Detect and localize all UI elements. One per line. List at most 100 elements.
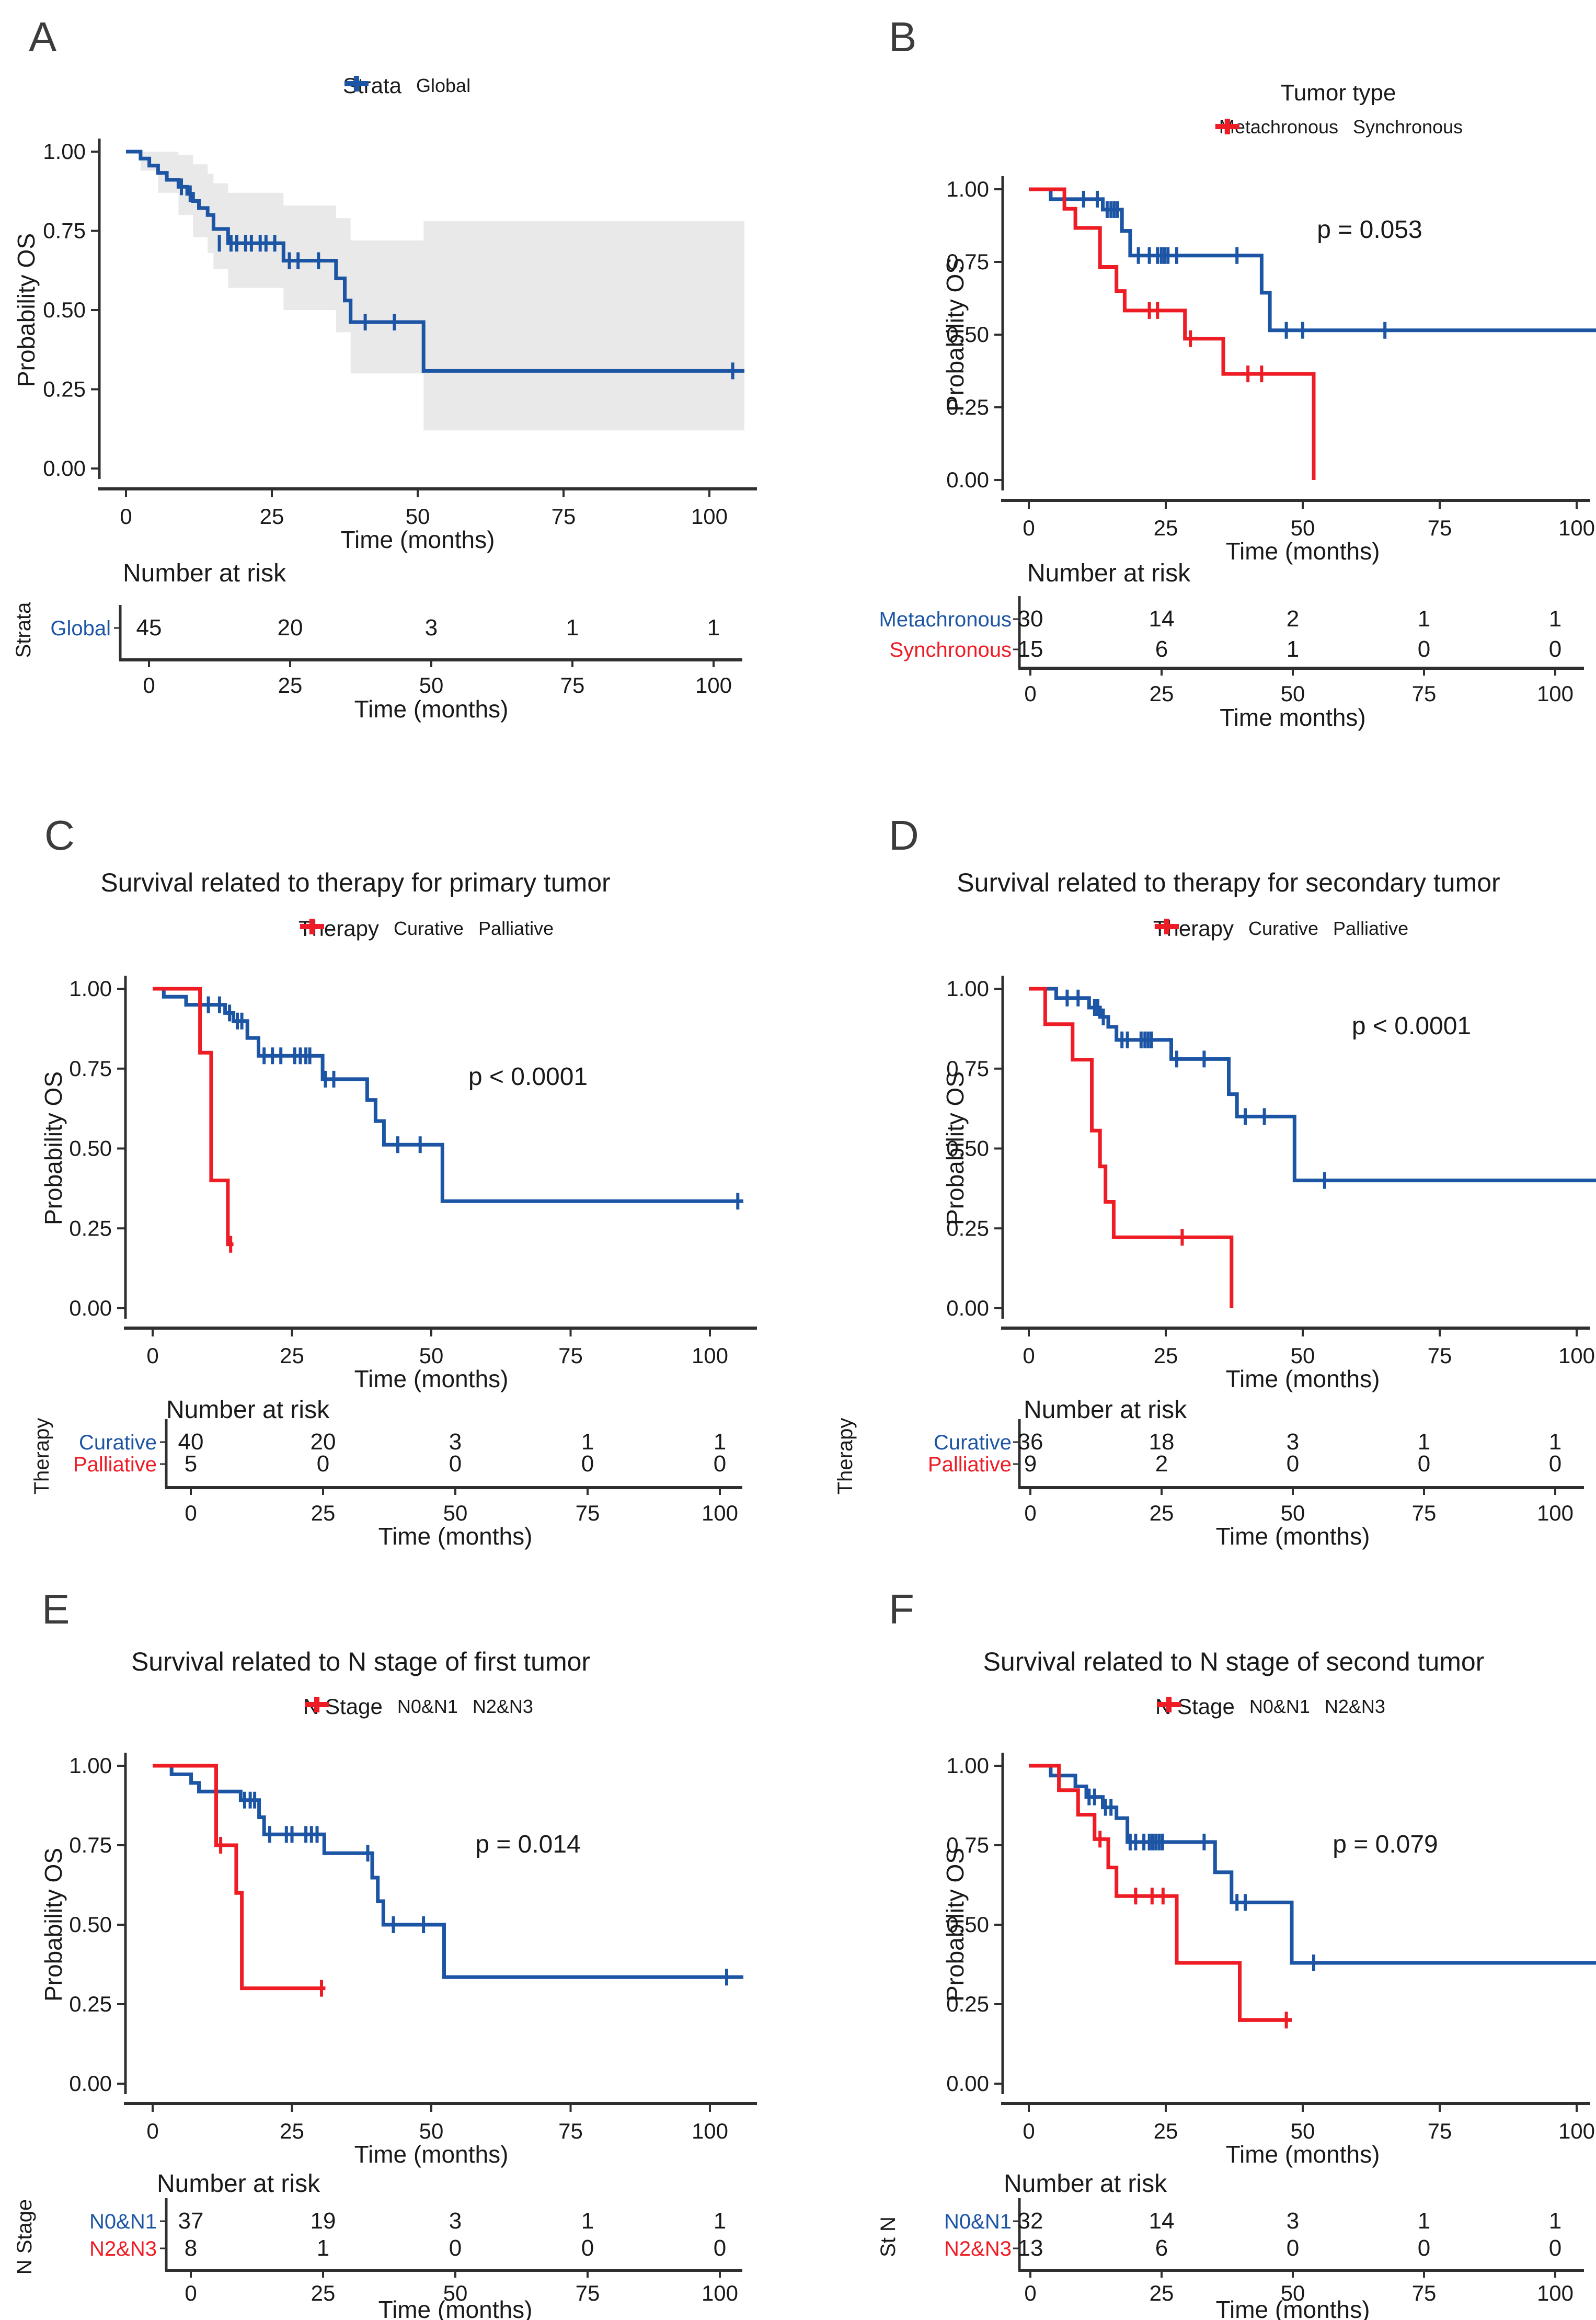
- risk-count: 1: [714, 1429, 726, 1455]
- x-tick-label: 0: [120, 504, 132, 529]
- risk-x-tick-label: 0: [143, 673, 155, 698]
- risk-x-tick-label: 50: [419, 673, 444, 698]
- risk-x-tick-label: 100: [695, 673, 732, 698]
- risk-count: 1: [1418, 606, 1430, 632]
- km-curve-metachronous: [1029, 187, 1596, 333]
- censor-marks-curative: [206, 996, 740, 1210]
- x-tick-label: 50: [419, 2119, 444, 2143]
- risk-x-tick-label: 75: [576, 1501, 600, 1525]
- risk-x-tick-label: 100: [1537, 2281, 1574, 2305]
- risk-count: 15: [1018, 636, 1043, 662]
- y-axis-title: Probability OS: [941, 1071, 969, 1225]
- x-axis-title: Time (months): [354, 2141, 509, 2168]
- x-tick-label: 100: [1558, 516, 1595, 540]
- legend-title: Tumor type: [1281, 80, 1396, 106]
- km-curve-n0-n1: [1029, 1764, 1596, 1965]
- x-tick-label: 25: [1154, 2119, 1178, 2143]
- risk-axis-title: St N: [877, 2216, 900, 2257]
- risk-x-tick-label: 25: [1150, 2281, 1174, 2305]
- risk-count: 1: [707, 615, 720, 641]
- risk-x-tick-label: 100: [1537, 1501, 1574, 1525]
- risk-count: 1: [1549, 1429, 1561, 1455]
- x-tick-label: 25: [1154, 516, 1178, 540]
- risk-x-axis-title: Time (months): [1216, 1523, 1370, 1550]
- y-tick-label: 0.75: [69, 1056, 112, 1081]
- risk-x-tick-label: 50: [443, 2281, 468, 2305]
- p-value: p < 0.0001: [1352, 1012, 1471, 1040]
- x-tick-label: 25: [1154, 1343, 1178, 1368]
- risk-row-label: N2&N3: [944, 2237, 1012, 2260]
- risk-count: 6: [1155, 636, 1168, 662]
- x-tick-label: 0: [1023, 2119, 1035, 2143]
- risk-row-label: Palliative: [928, 1453, 1012, 1476]
- x-tick-label: 75: [558, 2119, 583, 2143]
- risk-count: 14: [1149, 2208, 1175, 2234]
- x-tick-label: 75: [1428, 2119, 1452, 2143]
- risk-count: 0: [581, 1451, 594, 1477]
- risk-table-header: Number at risk: [1024, 1396, 1187, 1424]
- risk-x-axis-title: Time months): [1220, 704, 1365, 731]
- risk-x-tick-label: 0: [1024, 1501, 1036, 1525]
- risk-x-tick-label: 50: [443, 1501, 468, 1525]
- risk-count: 6: [1155, 2235, 1168, 2261]
- risk-x-tick-label: 75: [576, 2281, 600, 2305]
- legend-item: Synchronous: [1215, 116, 1463, 138]
- censor-marks-global: [180, 178, 734, 380]
- x-tick-label: 50: [419, 1343, 444, 1368]
- panel-title: Survival related to therapy for primary …: [100, 868, 610, 897]
- km-curve-palliative: [1029, 987, 1234, 1308]
- p-value: p = 0.053: [1317, 216, 1422, 244]
- risk-row-label: N0&N1: [89, 2210, 157, 2233]
- censor-marks-n0-n1: [243, 1791, 728, 1986]
- risk-row-label: N0&N1: [944, 2210, 1012, 2233]
- x-tick-label: 100: [1558, 1343, 1595, 1368]
- y-tick-label: 1.00: [69, 1753, 112, 1778]
- x-tick-label: 75: [552, 504, 576, 529]
- risk-x-tick-label: 100: [702, 2281, 738, 2305]
- risk-x-tick-label: 75: [1412, 681, 1437, 706]
- risk-count: 0: [714, 2235, 726, 2261]
- risk-count: 1: [1549, 606, 1561, 632]
- y-axis-title: Probability OS: [40, 1071, 67, 1225]
- x-tick-label: 50: [406, 504, 430, 529]
- legend-item-label: Curative: [393, 918, 464, 939]
- panel-title: Survival related to N stage of second tu…: [983, 1647, 1485, 1676]
- risk-x-tick-label: 0: [185, 2281, 197, 2305]
- legend: Metachronous Synchronous: [1214, 116, 1463, 138]
- legend: N Stage N0&N1 N2&N3: [1155, 1694, 1385, 1719]
- risk-x-tick-label: 100: [702, 1501, 738, 1525]
- y-tick-label: 0.00: [946, 2071, 989, 2096]
- x-tick-label: 75: [1428, 1343, 1452, 1368]
- risk-count: 1: [317, 2235, 329, 2261]
- risk-x-axis-title: Time (months): [1216, 2296, 1370, 2320]
- km-curve-global: [126, 150, 744, 373]
- legend-item-label: Global: [416, 75, 471, 96]
- legend-item: Palliative: [300, 918, 554, 940]
- panel-letter: B: [889, 14, 916, 60]
- risk-count: 13: [1018, 2235, 1043, 2261]
- risk-x-tick-label: 75: [1412, 1501, 1437, 1525]
- risk-count: 1: [1418, 1429, 1430, 1455]
- y-tick-label: 1.00: [946, 976, 989, 1001]
- risk-count: 0: [1549, 2235, 1561, 2261]
- y-tick-label: 0.75: [43, 219, 86, 243]
- risk-x-axis-title: Time (months): [378, 1523, 533, 1550]
- risk-table-header: Number at risk: [157, 2170, 320, 2198]
- y-tick-label: 0.00: [946, 467, 989, 492]
- y-tick-label: 1.00: [946, 1753, 989, 1778]
- y-axis-title: Probability OS: [941, 1848, 969, 2002]
- risk-count: 45: [136, 615, 162, 641]
- confidence-band: [126, 152, 744, 431]
- x-tick-label: 75: [558, 1343, 583, 1368]
- risk-count: 1: [1549, 2208, 1561, 2234]
- legend-item-label: N0&N1: [1249, 1696, 1310, 1717]
- risk-x-tick-label: 75: [560, 673, 585, 698]
- risk-x-tick-label: 50: [1281, 1501, 1305, 1525]
- risk-count: 30: [1018, 606, 1043, 632]
- risk-count: 1: [581, 1429, 594, 1455]
- y-tick-label: 0.00: [946, 1296, 989, 1320]
- x-tick-label: 0: [146, 2119, 158, 2143]
- y-tick-label: 0.25: [69, 1216, 112, 1240]
- risk-count: 3: [425, 615, 438, 641]
